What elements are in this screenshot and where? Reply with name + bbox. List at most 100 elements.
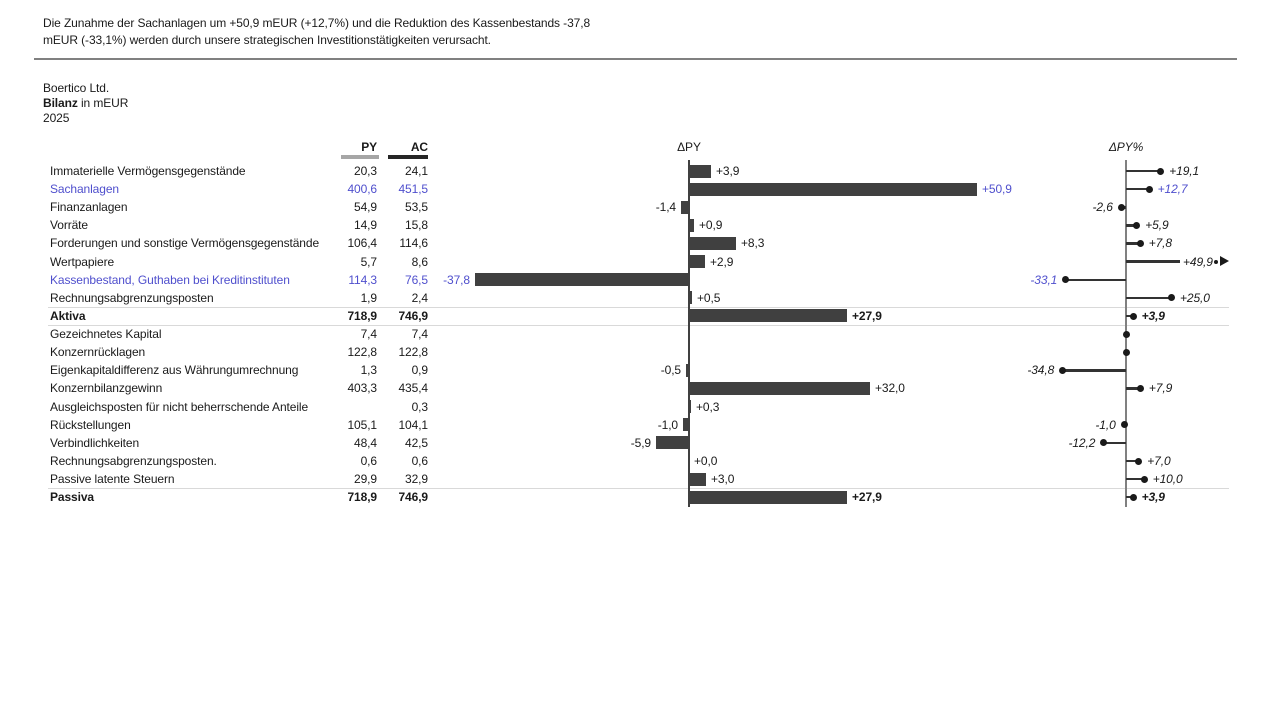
- ac-value: 746,9: [398, 308, 428, 323]
- row-label: Passive latente Steuern: [50, 472, 175, 487]
- delta-pct-pin-line: [1065, 278, 1126, 282]
- delta-pct-pin-dot: [1133, 221, 1141, 229]
- py-value: 1,9: [360, 290, 377, 305]
- delta-pct-pin-line: [1126, 495, 1134, 499]
- row-label: Immaterielle Vermögensgegenstände: [50, 164, 246, 178]
- row-label: Wertpapiere: [50, 254, 115, 269]
- delta-py-bar: [683, 418, 689, 432]
- ac-value: 2,4: [411, 290, 428, 305]
- py-value: 1,3: [360, 363, 377, 378]
- delta-py-bar: [689, 236, 736, 250]
- ac-value: 435,4: [398, 381, 428, 396]
- separator-above-passiva: [48, 488, 1229, 489]
- ac-value: 15,8: [405, 218, 428, 233]
- column-header-py: PY: [361, 140, 377, 154]
- delta-pct-pin-line: [1126, 387, 1141, 390]
- table-row: Forderungen und sonstige Vermögensgegens…: [0, 234, 1280, 252]
- py-value: 0,6: [360, 453, 377, 468]
- delta-pct-pin-dot: [1157, 167, 1165, 175]
- table-body: Immaterielle Vermögensgegenstände 20,3 24,…: [0, 162, 1280, 507]
- report-message: Die Zunahme der Sachanlagen um +50,9 mEU…: [43, 16, 591, 47]
- delta-pct-value-label: -2,6: [1092, 200, 1113, 215]
- delta-py-value-label: +32,0: [875, 381, 905, 396]
- py-value: 105,1: [347, 417, 377, 432]
- ac-column-underline: [388, 155, 428, 159]
- delta-py-bar: [689, 400, 691, 414]
- row-label: Sachanlagen: [50, 182, 119, 197]
- delta-py-bar: [689, 218, 694, 232]
- row-label: Finanzanlagen: [50, 200, 128, 215]
- delta-pct-value-label: +10,0: [1152, 472, 1183, 487]
- company-name: Boertico Ltd.: [43, 81, 110, 95]
- row-label: Ausgleichsposten für nicht beherrschende…: [50, 399, 309, 414]
- py-value: 114,3: [348, 272, 377, 287]
- py-value: 54,9: [354, 200, 377, 215]
- delta-py-bar: [689, 472, 706, 486]
- table-row: Vorräte 14,9 15,8 +0,9 +5,9: [0, 216, 1280, 234]
- py-value: 14,9: [354, 218, 377, 233]
- ac-value: 32,9: [405, 472, 428, 487]
- py-value: 5,7: [360, 254, 377, 269]
- delta-pct-pin-dot: [1140, 475, 1148, 483]
- ac-value: 24,1: [405, 164, 428, 178]
- row-label: Konzernbilanzgewinn: [50, 381, 163, 396]
- py-value: 403,3: [347, 381, 377, 396]
- delta-py-pct-chart-title: ΔPY%: [1108, 140, 1144, 154]
- delta-py-value-label: -1,0: [657, 417, 678, 432]
- ac-value: 76,5: [405, 272, 428, 287]
- py-value: 7,4: [360, 327, 377, 342]
- ac-value: 0,3: [411, 399, 428, 414]
- row-label: Gezeichnetes Kapital: [50, 327, 162, 342]
- separator-above-aktiva: [48, 307, 1229, 308]
- delta-pct-value-label: +12,7: [1157, 182, 1188, 197]
- delta-pct-value-label: +49,9: [1183, 254, 1213, 269]
- delta-pct-pin-line: [1126, 296, 1172, 300]
- delta-pct-pin-dot: [1059, 366, 1067, 374]
- table-row: Passive latente Steuern 29,9 32,9 +3,0 +10,0: [0, 470, 1280, 488]
- outlier-dot: [1214, 260, 1218, 265]
- delta-pct-pin-line: [1103, 441, 1126, 445]
- delta-py-value-label: -5,9: [630, 435, 651, 450]
- ac-value: 104,1: [398, 417, 428, 432]
- delta-py-value-label: +8,3: [741, 236, 765, 251]
- table-row: Ausgleichsposten für nicht beherrschende…: [0, 398, 1280, 416]
- report-title: Bilanz in mEUR: [43, 96, 128, 111]
- row-label: Konzernrücklagen: [50, 345, 146, 360]
- table-row: Immaterielle Vermögensgegenstände 20,3 24,…: [0, 162, 1280, 180]
- delta-py-bar: [689, 291, 692, 305]
- delta-pct-pin-dot: [1135, 457, 1143, 465]
- title-separator: [34, 58, 1237, 60]
- table-row: Gezeichnetes Kapital 7,4 7,4: [0, 325, 1280, 343]
- delta-py-bar: [475, 273, 689, 287]
- py-value: 106,4: [347, 236, 377, 251]
- ac-value: 0,9: [411, 363, 428, 378]
- table-row: Verbindlichkeiten 48,4 42,5 -5,9 -12,2: [0, 434, 1280, 452]
- delta-pct-pin-line: [1126, 314, 1134, 318]
- delta-pct-value-label: +3,9: [1141, 490, 1165, 505]
- delta-pct-pin-dot: [1117, 203, 1125, 211]
- delta-py-value-label: +0,3: [696, 399, 720, 414]
- row-label: Rechnungsabgrenzungsposten.: [50, 453, 217, 468]
- report-title-suffix: in mEUR: [77, 96, 129, 110]
- delta-py-value-label: -0,5: [660, 363, 681, 378]
- outlier-arrow-icon: [1220, 256, 1229, 267]
- row-label: Passiva: [50, 490, 95, 505]
- table-row: Rückstellungen 105,1 104,1 -1,0 -1,0: [0, 416, 1280, 434]
- table-row: Rechnungsabgrenzungsposten. 0,6 0,6 +0,0 +7,…: [0, 452, 1280, 470]
- delta-pct-value-label: +19,1: [1169, 164, 1200, 178]
- delta-py-value-label: +0,5: [697, 290, 721, 305]
- row-label: Aktiva: [50, 308, 86, 323]
- delta-py-value-label: +27,9: [852, 308, 882, 323]
- ac-value: 42,5: [405, 435, 428, 450]
- row-label: Eigenkapitaldifferenz aus Währungumrechn…: [50, 363, 299, 378]
- delta-pct-pin-dot: [1136, 240, 1144, 248]
- py-value: 20,3: [354, 164, 377, 178]
- column-header-ac: AC: [410, 140, 428, 154]
- delta-pct-pin-dot: [1062, 276, 1070, 284]
- delta-py-bar: [681, 200, 689, 214]
- py-value: 122,8: [347, 345, 377, 360]
- report-title-bold: Bilanz: [43, 96, 78, 110]
- separator-below-aktiva: [48, 325, 1229, 326]
- py-column-underline: [341, 155, 379, 159]
- delta-py-value-label: -1,4: [655, 200, 676, 215]
